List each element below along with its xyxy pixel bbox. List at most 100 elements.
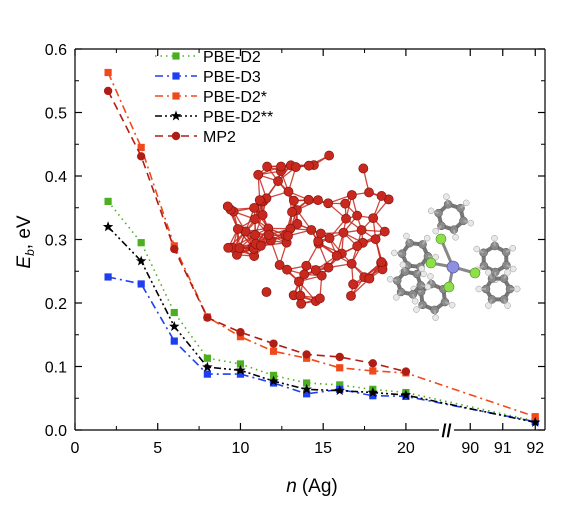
molecule-p-atom (470, 268, 480, 278)
molecule-hydrogen (421, 271, 427, 277)
legend-label: PBE-D3 (203, 69, 261, 86)
molecule-hydrogen (468, 220, 474, 226)
cluster-atom (235, 244, 244, 253)
cluster-atom (250, 215, 259, 224)
cluster-atom (341, 214, 350, 223)
molecule-hydrogen (413, 307, 419, 313)
data-point (236, 328, 244, 336)
molecule-hydrogen (510, 245, 516, 251)
cluster-atom (380, 227, 389, 236)
data-point (171, 309, 178, 316)
data-point (138, 280, 145, 287)
x-tick-label: 15 (314, 440, 332, 457)
legend-marker (172, 72, 179, 79)
cluster-atom (341, 199, 350, 208)
cluster-atom (315, 294, 324, 303)
x-tick-label: 5 (153, 440, 162, 457)
data-point (203, 313, 211, 321)
molecule-p-atom (436, 234, 446, 244)
y-tick-label: 0.0 (45, 423, 67, 440)
molecule-hydrogen (428, 208, 434, 214)
molecule-hydrogen (419, 266, 425, 272)
data-point (269, 339, 277, 347)
data-point (138, 239, 145, 246)
molecule-hydrogen (433, 315, 439, 321)
data-point (336, 353, 344, 361)
legend-label: PBE-D2* (203, 89, 267, 106)
cluster-atom (313, 196, 322, 205)
cluster-atom (357, 225, 366, 234)
cluster-atom (287, 207, 296, 216)
cluster-atom (263, 162, 272, 171)
molecule-p-atom (426, 258, 436, 268)
cluster-atom (276, 162, 285, 171)
cluster-atom (348, 280, 357, 289)
series-line (108, 227, 535, 423)
cluster-atom (324, 199, 333, 208)
legend-label: MP2 (203, 129, 236, 146)
cluster-atom (233, 224, 242, 233)
data-point (302, 350, 310, 358)
cluster-atom (364, 188, 373, 197)
y-tick-label: 0.4 (45, 169, 67, 186)
cluster-atom (359, 164, 368, 173)
data-point (369, 367, 376, 374)
cluster-atom (302, 261, 311, 270)
cluster-atom (250, 230, 259, 239)
data-point (202, 362, 212, 372)
silver-cluster-picture (223, 151, 393, 308)
molecule-hydrogen (485, 269, 491, 275)
molecule-hydrogen (505, 303, 511, 309)
molecule-hydrogen (510, 266, 516, 272)
molecule-hydrogen (505, 269, 511, 275)
insets (223, 151, 520, 321)
cluster-atom (273, 177, 282, 186)
molecule-center-atom (447, 261, 459, 273)
cluster-atom (324, 263, 333, 272)
data-point (104, 87, 112, 95)
legend-item: MP2 (155, 129, 236, 146)
molecule-hydrogen (485, 303, 491, 309)
cluster-atom (307, 225, 316, 234)
cluster-atom (283, 231, 292, 240)
data-point (169, 321, 179, 331)
data-point (137, 152, 145, 160)
molecule-p-atom (444, 282, 454, 292)
data-point (270, 348, 277, 355)
molecule-hydrogen (403, 233, 409, 239)
legend-marker (172, 52, 179, 59)
cluster-atom (291, 162, 300, 171)
legend-marker (172, 92, 179, 99)
cluster-atom (369, 214, 378, 223)
cluster-atom (332, 251, 341, 260)
cluster-atom (316, 229, 325, 238)
molecule-hydrogen (443, 194, 449, 200)
molecule-hydrogen (433, 228, 439, 234)
molecule-hydrogen (424, 235, 430, 241)
cluster-atom (304, 161, 313, 170)
molecule-hydrogen (463, 200, 469, 206)
molecule-hydrogen (449, 302, 455, 308)
cluster-atom (262, 287, 271, 296)
data-point (104, 198, 111, 205)
data-point (204, 371, 211, 378)
y-tick-label: 0.3 (45, 233, 67, 250)
cluster-atom (282, 265, 291, 274)
molecule-picture (387, 194, 520, 321)
cluster-atom (346, 291, 355, 300)
cluster-atom (311, 265, 320, 274)
cluster-atom (254, 170, 263, 179)
molecule-hydrogen (425, 284, 431, 290)
x-axis-label-var: n (286, 476, 297, 497)
molecule-hydrogen (476, 286, 482, 292)
x-tick-label: 0 (71, 440, 80, 457)
data-point (402, 367, 410, 375)
x-axis-break: // (441, 421, 451, 441)
legend-item: PBE-D3 (155, 69, 261, 86)
data-point (171, 338, 178, 345)
cluster-atom (296, 291, 305, 300)
legend-label: PBE-D2 (203, 49, 261, 66)
